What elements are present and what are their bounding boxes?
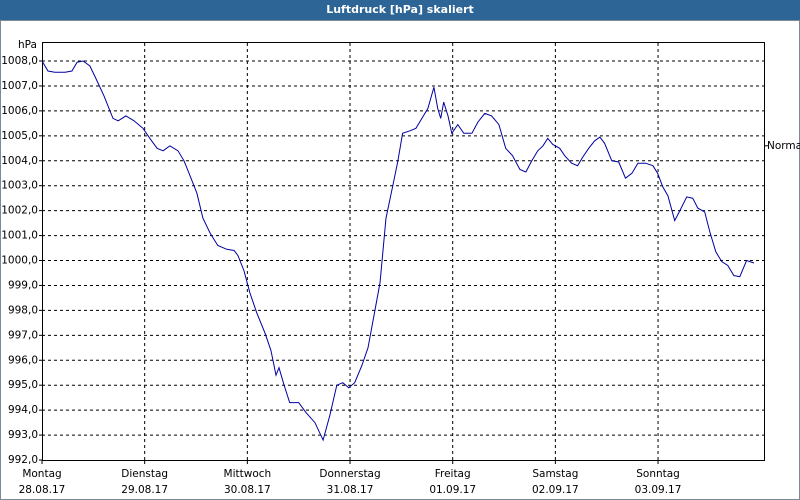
y-tick-label: 998,0 <box>8 304 38 316</box>
x-tick-label: Dienstag <box>121 468 168 480</box>
x-tick-label: Sonntag <box>636 468 680 480</box>
x-tick-label: Mittwoch <box>224 468 272 480</box>
y-tick-label: 1002,0 <box>1 205 38 217</box>
plot-area <box>42 42 765 461</box>
y-tick-label: 999,0 <box>8 279 38 291</box>
x-tick-label: Donnerstag <box>319 468 380 480</box>
x-tick-date: 31.08.17 <box>327 484 374 496</box>
y-tick-label: 1008,0 <box>1 55 38 67</box>
x-tick-date: 28.08.17 <box>19 484 66 496</box>
y-tick-label: 1003,0 <box>1 180 38 192</box>
y-unit: hPa <box>18 39 37 51</box>
y-tick-label: 1000,0 <box>1 255 38 267</box>
reference-label: Normal <box>767 140 800 152</box>
y-tick-label: 1006,0 <box>1 105 38 117</box>
x-tick-date: 29.08.17 <box>121 484 168 496</box>
x-tick-label: Freitag <box>435 468 471 480</box>
x-tick-date: 30.08.17 <box>224 484 271 496</box>
y-tick-label: 996,0 <box>8 354 38 366</box>
y-tick-label: 997,0 <box>8 329 38 341</box>
title-bar <box>0 0 800 20</box>
y-tick-label: 1001,0 <box>1 230 38 242</box>
x-tick-date: 03.09.17 <box>635 484 682 496</box>
y-tick-label: 1004,0 <box>1 155 38 167</box>
y-tick-label: 995,0 <box>8 379 38 391</box>
y-tick-label: 1007,0 <box>1 80 38 92</box>
y-tick-label: 1005,0 <box>1 130 38 142</box>
x-tick-date: 02.09.17 <box>532 484 579 496</box>
y-tick-label: 993,0 <box>8 429 38 441</box>
x-tick-date: 01.09.17 <box>429 484 476 496</box>
chart-title: Luftdruck [hPa] skaliert <box>326 3 474 16</box>
x-tick-label: Montag <box>22 468 61 480</box>
x-tick-label: Samstag <box>532 468 578 480</box>
pressure-line <box>41 60 755 442</box>
y-tick-label: 994,0 <box>8 404 38 416</box>
y-tick-label: 992,0 <box>8 454 38 466</box>
